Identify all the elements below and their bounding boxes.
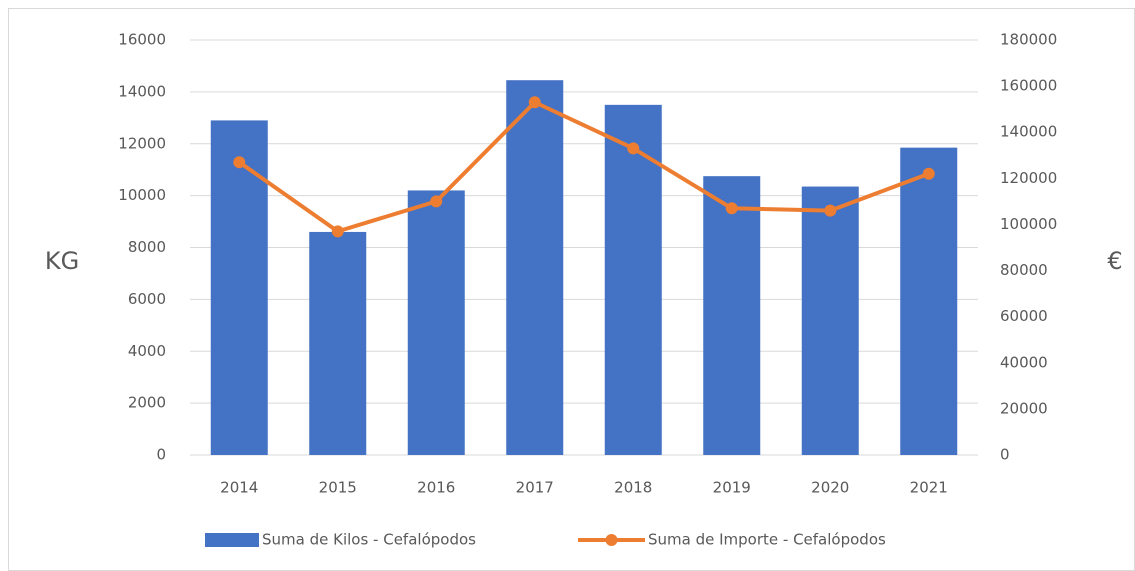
y2-tick-label: 0 [1000, 446, 1010, 464]
line-marker [725, 202, 738, 215]
x-tick-label: 2017 [516, 479, 554, 497]
x-tick-label: 2019 [713, 479, 751, 497]
x-tick-label: 2021 [910, 479, 948, 497]
x-tick-label: 2018 [614, 479, 652, 497]
bar [309, 231, 367, 455]
y-tick-label: 0 [156, 446, 166, 464]
legend-label: Suma de Kilos - Cefalópodos [262, 531, 476, 549]
y-tick-label: 12000 [118, 134, 166, 152]
y2-tick-label: 100000 [1000, 215, 1057, 233]
x-tick-label: 2014 [220, 479, 258, 497]
line-marker [922, 167, 935, 180]
y-tick-label: 2000 [128, 394, 166, 412]
y2-tick-label: 120000 [1000, 169, 1057, 187]
bar [604, 104, 662, 455]
bar [801, 186, 859, 455]
line-marker [430, 195, 443, 208]
bar [407, 190, 465, 455]
bar [900, 147, 958, 455]
line-marker [824, 204, 837, 217]
y-tick-label: 8000 [128, 238, 166, 256]
y-tick-label: 6000 [128, 290, 166, 308]
legend-label: Suma de Importe - Cefalópodos [648, 531, 886, 549]
bar [210, 120, 268, 455]
y-tick-label: 14000 [118, 82, 166, 100]
y2-tick-label: 60000 [1000, 307, 1048, 325]
y2-tick-label: 80000 [1000, 261, 1048, 279]
y-tick-label: 10000 [118, 186, 166, 204]
y2-axis-title: € [1107, 247, 1122, 275]
bar [703, 176, 761, 455]
y2-tick-label: 180000 [1000, 31, 1057, 49]
line-marker [627, 142, 640, 155]
chart-border [8, 8, 1135, 571]
y2-tick-label: 20000 [1000, 399, 1048, 417]
y2-tick-label: 160000 [1000, 77, 1057, 95]
x-tick-label: 2020 [811, 479, 849, 497]
legend-swatch [205, 533, 259, 547]
y2-tick-label: 140000 [1000, 123, 1057, 141]
line [238, 100, 930, 234]
y-axis-title: KG [45, 247, 79, 275]
line-marker [528, 96, 541, 109]
line-marker [331, 225, 344, 238]
x-tick-label: 2016 [417, 479, 455, 497]
legend-swatch-marker [605, 534, 618, 546]
x-tick-label: 2015 [319, 479, 357, 497]
line-marker [233, 156, 246, 169]
y-tick-label: 4000 [128, 342, 166, 360]
y-tick-label: 16000 [118, 31, 166, 49]
bar [506, 80, 564, 455]
y2-tick-label: 40000 [1000, 353, 1048, 371]
